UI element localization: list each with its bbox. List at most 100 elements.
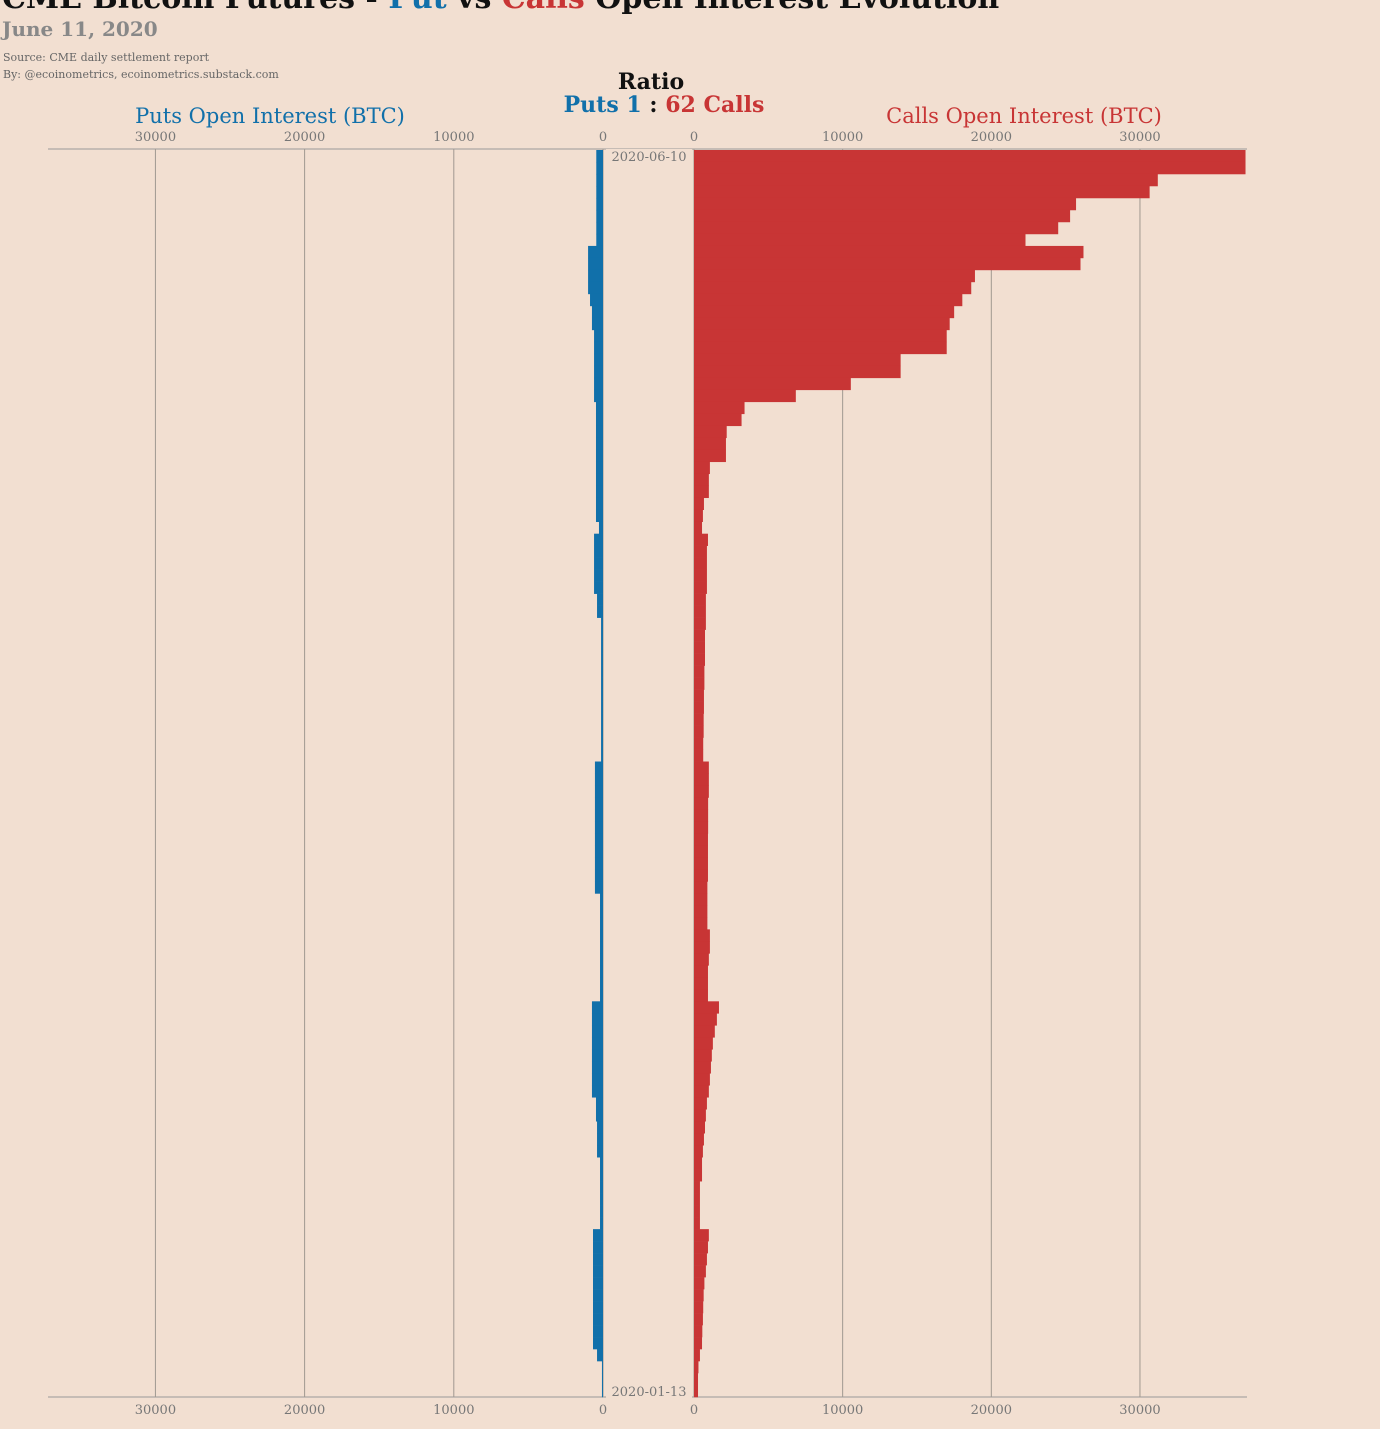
x-tick-label: 0 bbox=[690, 1403, 698, 1418]
bar bbox=[694, 929, 710, 942]
bar bbox=[591, 1085, 603, 1098]
bar bbox=[694, 641, 706, 654]
bar bbox=[600, 929, 603, 942]
x-tick-label: 20000 bbox=[284, 130, 325, 145]
bar bbox=[694, 1361, 699, 1374]
bar bbox=[694, 1109, 706, 1122]
bar bbox=[694, 413, 742, 427]
bar bbox=[597, 1349, 603, 1362]
bar bbox=[694, 761, 709, 774]
bar bbox=[591, 1037, 603, 1050]
bar bbox=[694, 1037, 713, 1050]
category-label: 2020-01-13 bbox=[612, 1385, 687, 1400]
bar bbox=[595, 437, 603, 451]
bar bbox=[694, 150, 1246, 163]
bar bbox=[694, 1073, 710, 1086]
bar bbox=[600, 1181, 603, 1194]
bar bbox=[694, 497, 704, 511]
bar bbox=[694, 341, 947, 355]
bar bbox=[595, 461, 603, 475]
bar bbox=[597, 1145, 603, 1158]
bar bbox=[694, 989, 708, 1002]
bar bbox=[694, 461, 710, 475]
bar bbox=[694, 1181, 700, 1194]
x-tick-label: 10000 bbox=[822, 1403, 863, 1418]
bar bbox=[596, 161, 603, 175]
bar bbox=[600, 1217, 603, 1230]
source: Source: CME daily settlement report bbox=[3, 51, 210, 64]
ratio-calls: 62 bbox=[665, 92, 696, 118]
title-part: Open Interest Evolution bbox=[595, 0, 999, 16]
bar bbox=[694, 1373, 699, 1386]
bar bbox=[694, 893, 708, 906]
bar bbox=[595, 485, 603, 499]
bar bbox=[694, 353, 901, 367]
bar bbox=[600, 1193, 603, 1206]
bar bbox=[591, 1025, 603, 1038]
bar bbox=[694, 317, 950, 331]
bar bbox=[694, 485, 709, 499]
bar bbox=[694, 377, 851, 391]
bar bbox=[601, 617, 603, 630]
axis-title: Calls Open Interest (BTC) bbox=[886, 104, 1162, 128]
bar bbox=[694, 533, 708, 546]
bar bbox=[591, 1061, 603, 1074]
category-label: 2020-06-10 bbox=[612, 150, 687, 165]
bar bbox=[601, 665, 603, 678]
bar bbox=[694, 1241, 708, 1254]
bar bbox=[595, 401, 603, 415]
bar bbox=[694, 857, 708, 870]
bar bbox=[694, 593, 706, 606]
bar bbox=[595, 509, 603, 523]
bar bbox=[694, 245, 1084, 259]
bar bbox=[694, 701, 704, 714]
axis-title: Puts Open Interest (BTC) bbox=[135, 104, 405, 128]
bar bbox=[597, 593, 603, 606]
bar bbox=[601, 701, 603, 714]
bar bbox=[694, 953, 709, 966]
bar bbox=[593, 1289, 603, 1302]
bar bbox=[694, 233, 1026, 247]
bar bbox=[597, 1133, 603, 1146]
bar bbox=[694, 665, 705, 678]
bar bbox=[598, 521, 603, 534]
bar bbox=[591, 305, 603, 319]
bar bbox=[601, 1385, 603, 1398]
bar bbox=[694, 617, 706, 630]
bar bbox=[594, 545, 603, 558]
bar bbox=[694, 881, 708, 894]
x-tick-label: 30000 bbox=[135, 130, 176, 145]
bar bbox=[595, 497, 603, 511]
bar bbox=[594, 761, 603, 774]
bar bbox=[600, 893, 603, 906]
bar bbox=[588, 257, 603, 271]
subtitle: June 11, 2020 bbox=[0, 17, 158, 41]
bar bbox=[694, 1097, 707, 1110]
bar bbox=[588, 281, 603, 295]
bar bbox=[591, 1073, 603, 1086]
title-part: Put bbox=[388, 0, 446, 16]
bar bbox=[694, 305, 955, 319]
bar bbox=[591, 1013, 603, 1026]
bar bbox=[694, 1061, 711, 1074]
bar bbox=[694, 1133, 704, 1146]
title-part: CME Bitcoin Futures - bbox=[2, 0, 378, 16]
bar bbox=[601, 629, 603, 642]
bar bbox=[594, 809, 603, 822]
bar bbox=[601, 713, 603, 726]
bar bbox=[600, 941, 603, 954]
bar bbox=[588, 245, 603, 259]
bar bbox=[600, 1205, 603, 1218]
bar bbox=[597, 1121, 603, 1134]
bar bbox=[594, 557, 603, 570]
bar bbox=[593, 1337, 603, 1350]
bar bbox=[600, 905, 603, 918]
bar bbox=[601, 677, 603, 690]
bar bbox=[593, 1253, 603, 1266]
bar bbox=[601, 1373, 603, 1386]
ratio-puts-label: Puts bbox=[564, 92, 619, 118]
bar bbox=[594, 569, 603, 582]
category-label-bg bbox=[606, 1384, 692, 1398]
bar bbox=[694, 1217, 700, 1230]
bar bbox=[694, 1349, 700, 1362]
